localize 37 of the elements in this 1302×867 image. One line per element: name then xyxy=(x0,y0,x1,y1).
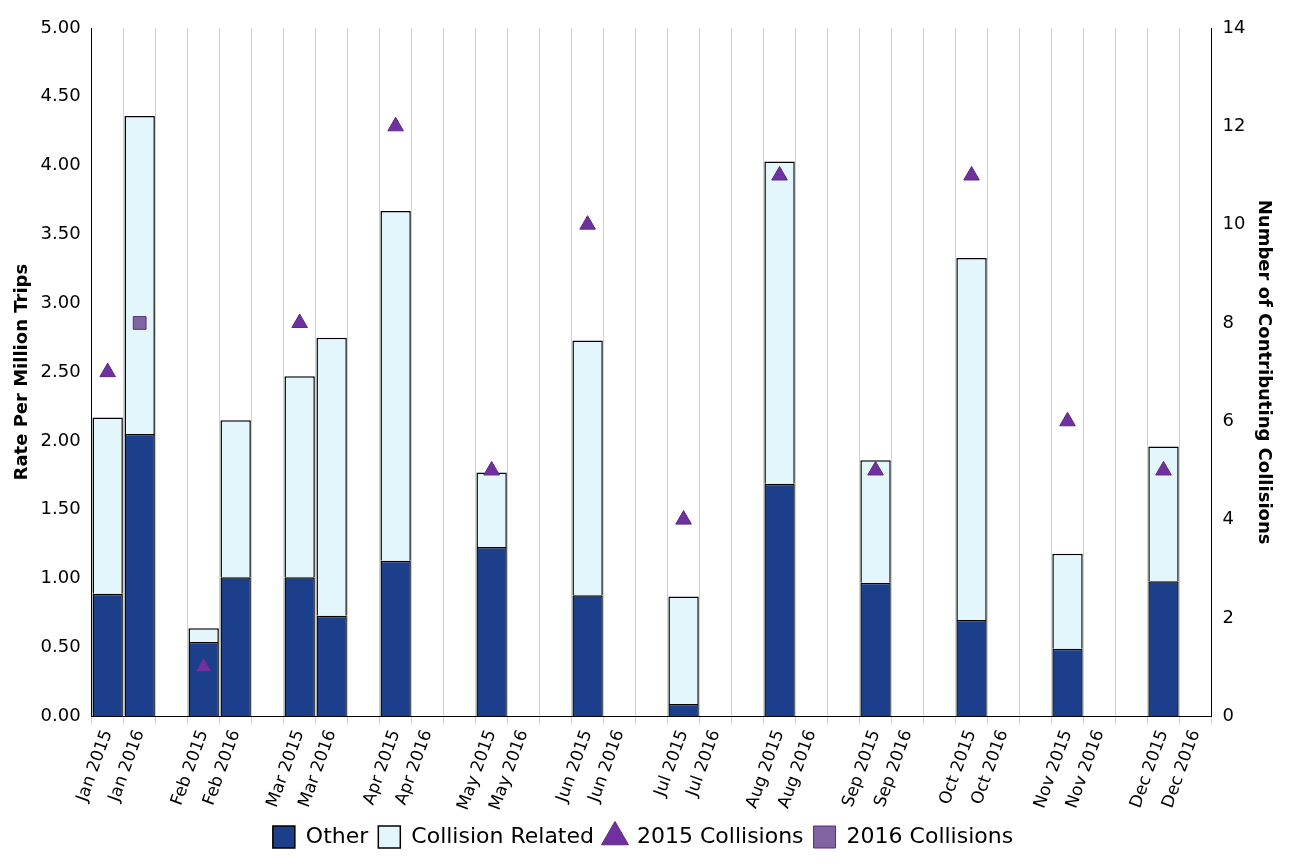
y2-tick-label: 4 xyxy=(1222,507,1234,529)
point xyxy=(1059,411,1076,427)
point xyxy=(1155,460,1172,476)
y2-axis-title: Number of Contributing Collisions xyxy=(1254,199,1276,545)
legend-label: Collision Related xyxy=(411,822,594,848)
point xyxy=(579,215,596,230)
point xyxy=(99,362,116,378)
y-tick-label: 2.50 xyxy=(40,359,81,381)
point xyxy=(291,313,308,328)
point xyxy=(387,116,404,132)
y-tick-label: 3.50 xyxy=(40,222,81,244)
point xyxy=(867,460,884,476)
point xyxy=(483,460,500,476)
y-tick-label: 5.00 xyxy=(40,15,81,37)
y2-tick-label: 14 xyxy=(1222,15,1246,37)
point xyxy=(771,165,788,181)
y2-tick-label: 8 xyxy=(1222,310,1234,332)
y2-tick-label: 0 xyxy=(1222,703,1234,725)
y2-tick-label: 12 xyxy=(1222,114,1246,135)
y2-tick-label: 10 xyxy=(1222,212,1246,234)
point xyxy=(675,510,692,525)
y-tick-label: 4.50 xyxy=(40,84,81,106)
y-tick-label: 1.50 xyxy=(40,497,81,519)
y-tick-label: 0.00 xyxy=(40,703,81,725)
legend-label: 2016 Collisions xyxy=(846,822,1014,848)
y2-tick-label: 2 xyxy=(1222,605,1234,627)
legend-label: 2015 Collisions xyxy=(636,822,804,848)
legend-label: Other xyxy=(305,822,370,848)
point xyxy=(963,165,980,181)
y-axis-title: Rate Per Million Trips xyxy=(10,263,32,481)
y2-tick-label: 6 xyxy=(1222,408,1234,430)
y-tick-label: 4.00 xyxy=(40,153,81,175)
y-tick-label: 0.50 xyxy=(40,635,81,657)
y-tick-label: 2.00 xyxy=(40,428,81,450)
y-tick-label: 1.00 xyxy=(40,566,81,588)
y-tick-label: 3.00 xyxy=(40,290,81,312)
point xyxy=(195,657,212,673)
